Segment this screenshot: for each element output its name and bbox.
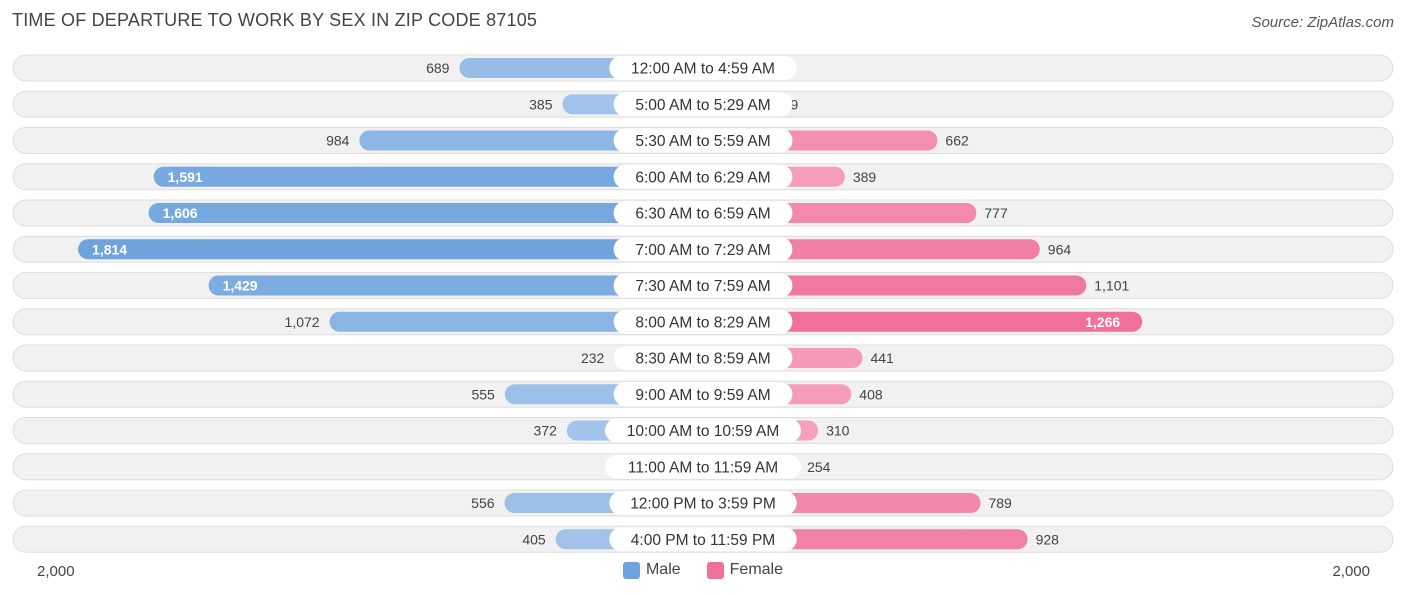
category-pill xyxy=(613,346,793,370)
category-label: 6:00 AM to 6:29 AM xyxy=(635,169,770,186)
axis-right-max-label: 2,000 xyxy=(1332,563,1370,580)
female-value-label: 408 xyxy=(859,386,883,402)
female-value-label: 777 xyxy=(984,205,1008,221)
male-value-label: 984 xyxy=(326,133,350,149)
male-value-label: 1,072 xyxy=(285,314,320,330)
legend-label-female: Female xyxy=(729,561,784,578)
female-value-label: 389 xyxy=(853,169,877,185)
female-value-label: 310 xyxy=(826,423,850,439)
category-pill xyxy=(613,382,793,407)
legend-item-male: Male xyxy=(622,561,681,579)
female-value-label: 1,266 xyxy=(1085,314,1120,330)
chart-source: Source: ZipAtlas.com xyxy=(1251,14,1394,31)
legend-swatch-male xyxy=(622,561,640,579)
male-value-label: 385 xyxy=(529,96,553,112)
female-bar xyxy=(703,311,1143,332)
female-value-label: 928 xyxy=(1036,531,1060,547)
category-pill xyxy=(609,527,797,552)
male-value-label: 1,606 xyxy=(163,205,198,221)
category-label: 4:00 PM to 11:59 PM xyxy=(631,532,775,549)
male-value-label: 1,429 xyxy=(223,278,258,294)
legend-item-female: Female xyxy=(706,561,784,579)
axis-left-max-label: 2,000 xyxy=(37,563,75,580)
female-bar xyxy=(703,275,1087,296)
category-label: 12:00 AM to 4:59 AM xyxy=(631,61,775,78)
category-label: 8:00 AM to 8:29 AM xyxy=(635,314,770,331)
legend-swatch-female xyxy=(706,561,724,579)
category-label: 7:00 AM to 7:29 AM xyxy=(635,242,770,259)
male-value-label: 556 xyxy=(471,495,495,511)
category-label: 12:00 PM to 3:59 PM xyxy=(630,496,776,513)
category-pill xyxy=(613,128,793,153)
male-value-label: 689 xyxy=(426,60,450,76)
legend: Male Female xyxy=(0,561,1406,579)
category-pill xyxy=(613,309,793,334)
female-value-label: 1,101 xyxy=(1094,278,1129,294)
male-bar xyxy=(208,275,703,296)
category-label: 6:30 AM to 6:59 AM xyxy=(635,206,770,223)
male-value-label: 555 xyxy=(471,386,495,402)
female-value-label: 441 xyxy=(870,350,894,366)
legend-label-male: Male xyxy=(645,561,681,578)
category-pill xyxy=(613,273,793,298)
female-value-label: 964 xyxy=(1048,241,1072,257)
category-pill xyxy=(613,92,793,117)
male-value-label: 1,591 xyxy=(168,169,203,185)
category-label: 8:30 AM to 8:59 AM xyxy=(635,351,770,368)
male-bar xyxy=(153,166,703,187)
male-value-label: 232 xyxy=(581,350,605,366)
category-pill xyxy=(605,454,801,479)
category-pill xyxy=(605,418,801,443)
category-label: 11:00 AM to 11:59 AM xyxy=(628,459,778,476)
diverging-bar-chart: 68913912:00 AM to 4:59 AM3851595:00 AM t… xyxy=(12,54,1394,553)
category-pill xyxy=(613,164,793,189)
category-pill xyxy=(609,491,797,515)
category-label: 5:30 AM to 5:59 AM xyxy=(635,133,770,150)
female-value-label: 789 xyxy=(988,495,1012,511)
male-bar xyxy=(148,203,704,223)
category-label: 7:30 AM to 7:59 AM xyxy=(635,278,770,295)
category-pill xyxy=(609,56,797,80)
male-value-label: 1,814 xyxy=(92,241,127,257)
chart-title: TIME OF DEPARTURE TO WORK BY SEX IN ZIP … xyxy=(12,10,538,30)
male-value-label: 405 xyxy=(522,531,546,547)
category-label: 9:00 AM to 9:59 AM xyxy=(635,387,770,404)
male-bar xyxy=(329,311,703,332)
category-label: 5:00 AM to 5:29 AM xyxy=(635,97,770,114)
male-bar xyxy=(78,239,703,260)
female-value-label: 254 xyxy=(807,459,831,475)
category-pill xyxy=(613,237,793,262)
male-value-label: 372 xyxy=(534,423,558,439)
category-label: 10:00 AM to 10:59 AM xyxy=(627,423,780,440)
category-pill xyxy=(613,201,793,225)
female-value-label: 662 xyxy=(945,133,969,149)
